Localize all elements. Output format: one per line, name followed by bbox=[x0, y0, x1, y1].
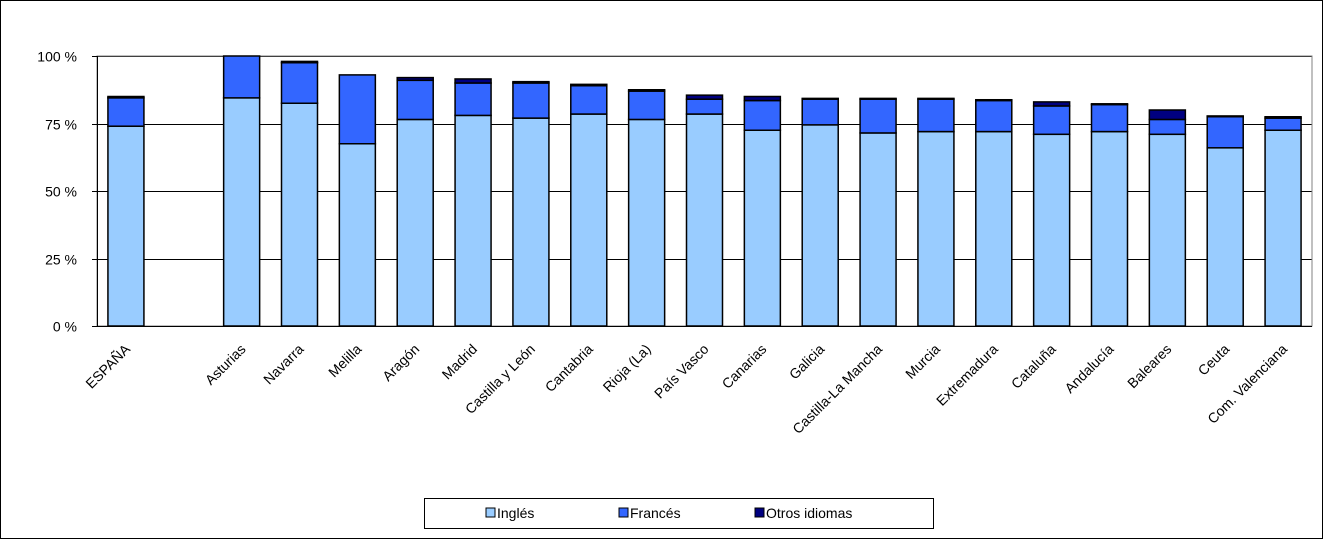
bar-segment bbox=[685, 113, 724, 327]
x-tick-label: Cataluña bbox=[1008, 341, 1059, 392]
x-tick-label: País Vasco bbox=[651, 341, 712, 402]
bar-segment bbox=[975, 130, 1013, 327]
bar-segment bbox=[743, 129, 782, 327]
bar-segment bbox=[1264, 117, 1302, 131]
bar-segment bbox=[512, 117, 550, 327]
bar-segment bbox=[801, 98, 839, 126]
x-tick-label: Murcia bbox=[902, 341, 943, 382]
x-tick-label: Rioja (La) bbox=[600, 341, 654, 395]
bar-segment bbox=[396, 118, 434, 327]
x-tick-label: Asturias bbox=[202, 341, 249, 388]
bar-segment bbox=[570, 84, 608, 115]
x-tick-label: Baleares bbox=[1124, 341, 1174, 391]
bar-segment bbox=[1148, 133, 1187, 327]
x-tick-label: Ceuta bbox=[1195, 341, 1233, 379]
bar-segment bbox=[1032, 105, 1071, 136]
bar-segment bbox=[685, 98, 724, 115]
bar-segment bbox=[917, 97, 955, 100]
bar-segment bbox=[917, 98, 955, 133]
bar-segment bbox=[627, 89, 666, 92]
y-axis: 0 % 25 % 50 % 75 % 100 % bbox=[37, 49, 98, 335]
bar-segment bbox=[107, 125, 145, 327]
bar-segment bbox=[1148, 109, 1187, 121]
x-tick-label: Extremadura bbox=[933, 341, 1001, 409]
bar-segment bbox=[743, 95, 782, 102]
y-tick-label: 0 % bbox=[53, 319, 77, 335]
legend-swatch bbox=[618, 507, 629, 518]
bar-segment bbox=[1090, 103, 1129, 133]
bar-segment bbox=[107, 97, 145, 127]
y-tick-label: 50 % bbox=[45, 184, 77, 200]
bar-segment bbox=[801, 97, 839, 100]
bar-segment bbox=[685, 94, 724, 100]
bar-segment bbox=[222, 97, 261, 327]
bar-segment bbox=[859, 97, 897, 100]
x-tick-label: Aragón bbox=[379, 341, 422, 384]
bar-segment bbox=[1206, 115, 1244, 118]
bar-segment bbox=[570, 113, 608, 327]
bar-segment bbox=[454, 114, 492, 327]
bar-segment bbox=[107, 95, 145, 99]
bar-segment bbox=[280, 60, 319, 64]
bar-segment bbox=[627, 118, 666, 327]
legend-swatch bbox=[754, 507, 765, 518]
bars bbox=[107, 55, 1302, 327]
bar-segment bbox=[454, 78, 492, 84]
bar-segment bbox=[627, 90, 666, 121]
bar-segment bbox=[1032, 133, 1071, 327]
y-tick-label: 75 % bbox=[45, 117, 77, 133]
bar-segment bbox=[743, 99, 782, 132]
bar-segment bbox=[1148, 118, 1187, 136]
x-tick-label: Canarias bbox=[719, 341, 770, 392]
x-tick-label: Madrid bbox=[439, 341, 481, 383]
x-tick-label: Andalucía bbox=[1061, 341, 1116, 396]
x-tick-label: Navarra bbox=[260, 341, 307, 388]
legend-label: Otros idiomas bbox=[766, 505, 852, 521]
bar-segment bbox=[975, 99, 1013, 133]
bar-segment bbox=[1032, 101, 1071, 107]
bar-segment bbox=[1264, 129, 1302, 327]
bar-segment bbox=[338, 74, 377, 145]
bar-segment bbox=[1090, 103, 1129, 106]
legend-swatch bbox=[485, 507, 496, 518]
legend-label: Inglés bbox=[497, 505, 534, 521]
bar-segment bbox=[512, 80, 550, 84]
legend-box bbox=[424, 498, 934, 529]
bar-segment bbox=[801, 124, 839, 327]
bar-segment bbox=[859, 98, 897, 134]
bar-segment bbox=[859, 132, 897, 327]
legend: Inglés Francés Otros idiomas bbox=[424, 498, 934, 529]
bar-segment bbox=[280, 102, 319, 327]
bar-segment bbox=[338, 143, 377, 327]
bar-segment bbox=[512, 82, 550, 119]
bar-segment bbox=[222, 55, 261, 99]
x-tick-label: Cantabria bbox=[542, 341, 596, 395]
x-tick-label: Galicia bbox=[786, 341, 828, 383]
bar-segment bbox=[1206, 147, 1244, 327]
y-tick-label: 100 % bbox=[37, 49, 77, 65]
bar-segment bbox=[454, 82, 492, 117]
bar-segment bbox=[570, 83, 608, 87]
bar-segment bbox=[280, 62, 319, 104]
bar-segment bbox=[917, 130, 955, 327]
bar-segment bbox=[1264, 116, 1302, 119]
y-tick-label: 25 % bbox=[45, 252, 77, 268]
x-tick-label: ESPAÑA bbox=[82, 340, 133, 391]
bar-segment bbox=[975, 98, 1013, 102]
bar-segment bbox=[1206, 116, 1244, 149]
x-axis: ESPAÑA Asturias Navarra Melilla Aragón Madrid… bbox=[82, 326, 1312, 437]
bar-segment bbox=[396, 76, 434, 82]
x-tick-label: Melilla bbox=[325, 341, 365, 381]
bar-segment bbox=[1090, 130, 1129, 327]
legend-label: Francés bbox=[630, 505, 681, 521]
bar-segment bbox=[396, 79, 434, 121]
